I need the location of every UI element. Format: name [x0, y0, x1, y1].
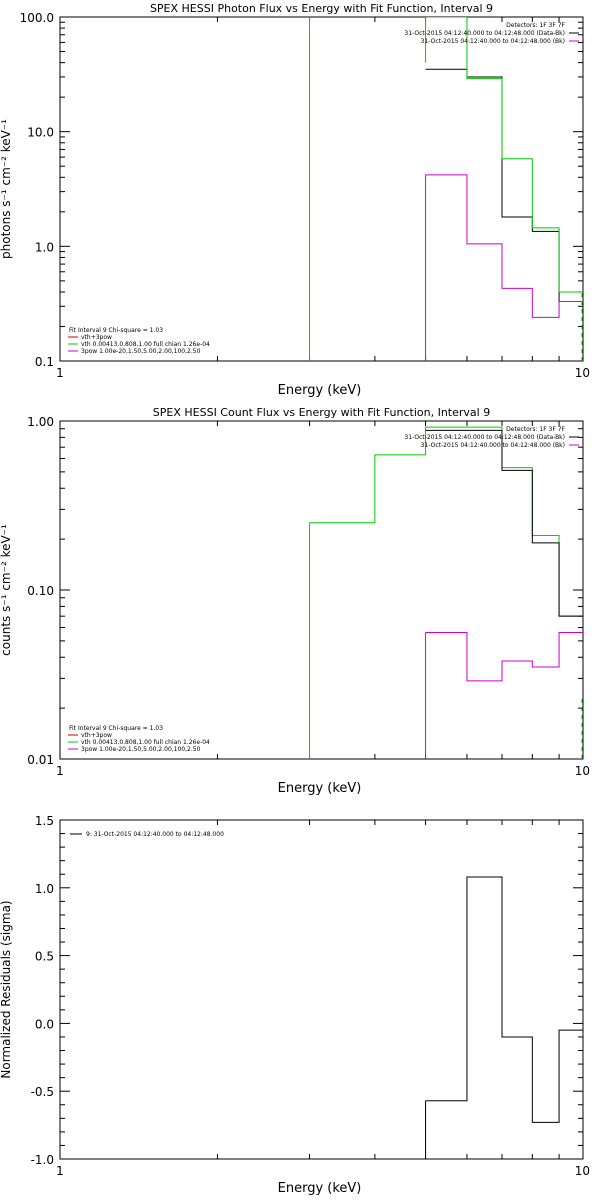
- y-tick-label: 0.1: [35, 355, 54, 369]
- legend-top-entry: 31-Oct-2015 04:12:40.000 to 04:12:48.000…: [404, 30, 565, 37]
- legend-bottom-entry: Fit Interval 9 Chi-square = 1.03: [69, 725, 163, 732]
- y-tick-label: -0.5: [31, 1085, 54, 1099]
- x-tick-label: 10: [575, 366, 590, 380]
- y-axis-label: Normalized Residuals (sigma): [0, 900, 13, 1078]
- legend-bottom-entry: vth 0.00413,0.808,1.00 full chian 1.26e-…: [81, 341, 210, 348]
- y-tick-label: 0.10: [27, 584, 54, 598]
- x-tick-label: 1: [56, 1164, 64, 1178]
- series-bk-line: [425, 174, 583, 318]
- legend-bottom-entry: vth 0.00413,0.808,1.00 full chian 1.26e-…: [81, 739, 210, 746]
- legend-bottom-entry: vth+3pow: [81, 334, 112, 341]
- y-tick-label: 1.5: [35, 814, 54, 828]
- legend-bottom-entry: 3pow 1.00e-20,1.50,5.00,2.00,100,2.50: [81, 348, 201, 355]
- y-axis-label: photons s⁻¹ cm⁻² keV⁻¹: [0, 119, 13, 259]
- y-tick-label: 0.5: [35, 950, 54, 964]
- legend-bottom-entry: Fit Interval 9 Chi-square = 1.03: [69, 327, 163, 334]
- legend-bottom-entry: vth+3pow: [81, 732, 112, 739]
- chart-title: SPEX HESSI Photon Flux vs Energy with Fi…: [150, 2, 493, 15]
- series-data-line: [425, 876, 583, 1123]
- y-tick-label: 1.0: [35, 882, 54, 896]
- legend-top-entry: 9: 31-Oct-2015 04:12:40.000 to 04:12:48.…: [86, 831, 224, 838]
- x-tick-label: 10: [575, 1164, 590, 1178]
- legend-top-entry: 31-Oct-2015 04:12:40.000 to 04:12:48.000…: [421, 38, 565, 45]
- chart-panel-2: 1 10 0.01 0.10 1.00 SPEX HESSI Count Flux vs …: [0, 406, 590, 796]
- plot-frame: [59, 16, 584, 362]
- series-fit-line: [309, 426, 583, 617]
- x-axis-label: Energy (keV): [278, 781, 362, 796]
- series-fit-line: [425, 17, 583, 293]
- legend-top-entry: 31-Oct-2015 04:12:40.000 to 04:12:48.000…: [404, 434, 565, 441]
- series-data-line: [425, 429, 583, 617]
- y-tick-label: 0.0: [35, 1017, 54, 1031]
- x-tick-label: 10: [575, 764, 590, 778]
- legend-top-entry: Detectors: 1F 3F 7F: [506, 426, 565, 433]
- series-group: [309, 426, 583, 759]
- legend-top-entry: Detectors: 1F 3F 7F: [506, 22, 565, 29]
- y-tick-label: 1.00: [27, 415, 54, 429]
- chart-panel-3: 1 10 -1.0 -0.5 0.0 0.5 1.0 1.5 Energy (keV) Norma…: [0, 814, 590, 1196]
- plot-frame: [59, 819, 584, 1160]
- y-axis-label: counts s⁻¹ cm⁻² keV⁻¹: [0, 524, 13, 656]
- y-tick-label: 0.01: [27, 753, 54, 767]
- series-bk-line: [425, 632, 583, 682]
- x-axis-label: Energy (keV): [278, 1181, 362, 1196]
- plot-frame: [59, 420, 584, 760]
- x-tick-label: 1: [56, 366, 64, 380]
- chart-title: SPEX HESSI Count Flux vs Energy with Fit…: [153, 406, 490, 419]
- legend-top-entry: 31-Oct-2015 04:12:40.000 to 04:12:48.000…: [421, 442, 565, 449]
- y-tick-label: -1.0: [31, 1153, 54, 1167]
- series-group: [309, 17, 583, 361]
- y-tick-label: 1.0: [35, 240, 54, 254]
- chart-panel-1: 1 10 0.1 1.0 10.0 100.0 SPEX HESSI Photon Flux…: [0, 2, 590, 398]
- y-tick-label: 100.0: [20, 11, 54, 25]
- y-tick-label: 10.0: [27, 126, 54, 140]
- x-axis-label: Energy (keV): [278, 383, 362, 398]
- x-tick-label: 1: [56, 764, 64, 778]
- legend-bottom-entry: 3pow 1.00e-20,1.50,5.00,2.00,100,2.50: [81, 746, 201, 753]
- series-group: [425, 876, 583, 1159]
